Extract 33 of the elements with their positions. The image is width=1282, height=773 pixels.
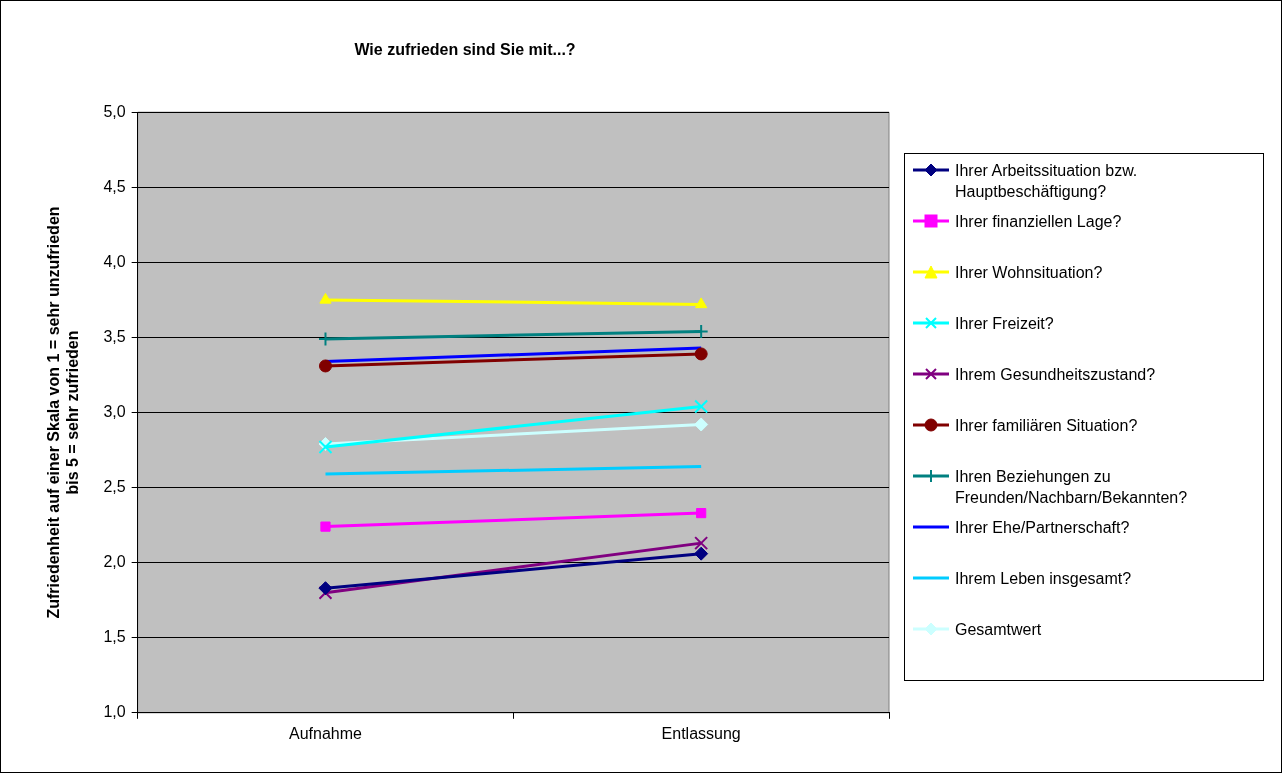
y-tick-label: 3,5 [103, 327, 126, 345]
y-tick-label: 3,0 [103, 402, 126, 420]
chart-title: Wie zufrieden sind Sie mit...? [354, 41, 576, 59]
x-tick-label: Aufnahme [289, 724, 363, 742]
y-axis-title: Zufriedenheit auf einer Skala von 1 = sehr unzufrieden bis 5 = sehr zufrieden [45, 206, 82, 619]
x-tick-label: Entlassung [661, 724, 741, 742]
point [320, 521, 331, 532]
y-tick-label: 4,0 [103, 252, 126, 270]
y-tick-label: 1,0 [103, 703, 126, 721]
y-tick-label: 5,0 [103, 102, 126, 120]
legend-label: Ihrer Arbeitssituation bzw. Hauptbeschäftigung? [955, 161, 1139, 202]
point [694, 546, 709, 561]
point [694, 417, 709, 432]
point [693, 323, 709, 339]
y-tick-label: 4,5 [103, 177, 126, 195]
legend-label: Gesamtwert [955, 620, 1042, 640]
legend-label: Ihrer Ehe/Partnerschaft? [955, 518, 1130, 538]
y-tick-label: 1,5 [103, 628, 126, 646]
legend-label: Ihren Beziehungen zu Freunden/Nachbarn/Bekannten? [955, 467, 1189, 508]
point [694, 399, 709, 414]
legend-label: Ihrer familiären Situation? [955, 416, 1138, 436]
point [694, 347, 708, 361]
legend-label: Ihrer Wohnsituation? [955, 263, 1103, 283]
point [318, 581, 333, 596]
legend-label: Ihrer finanziellen Lage? [955, 212, 1122, 232]
point [696, 508, 707, 519]
legend-label: Ihrem Leben insgesamt? [955, 569, 1132, 589]
y-tick-label: 2,5 [103, 477, 126, 495]
legend-label: Ihrer Freizeit? [955, 314, 1054, 334]
y-tick-label: 2,0 [103, 553, 126, 571]
point [694, 536, 709, 551]
legend-label: Ihrem Gesundheitszustand? [955, 365, 1156, 385]
point [318, 359, 332, 373]
